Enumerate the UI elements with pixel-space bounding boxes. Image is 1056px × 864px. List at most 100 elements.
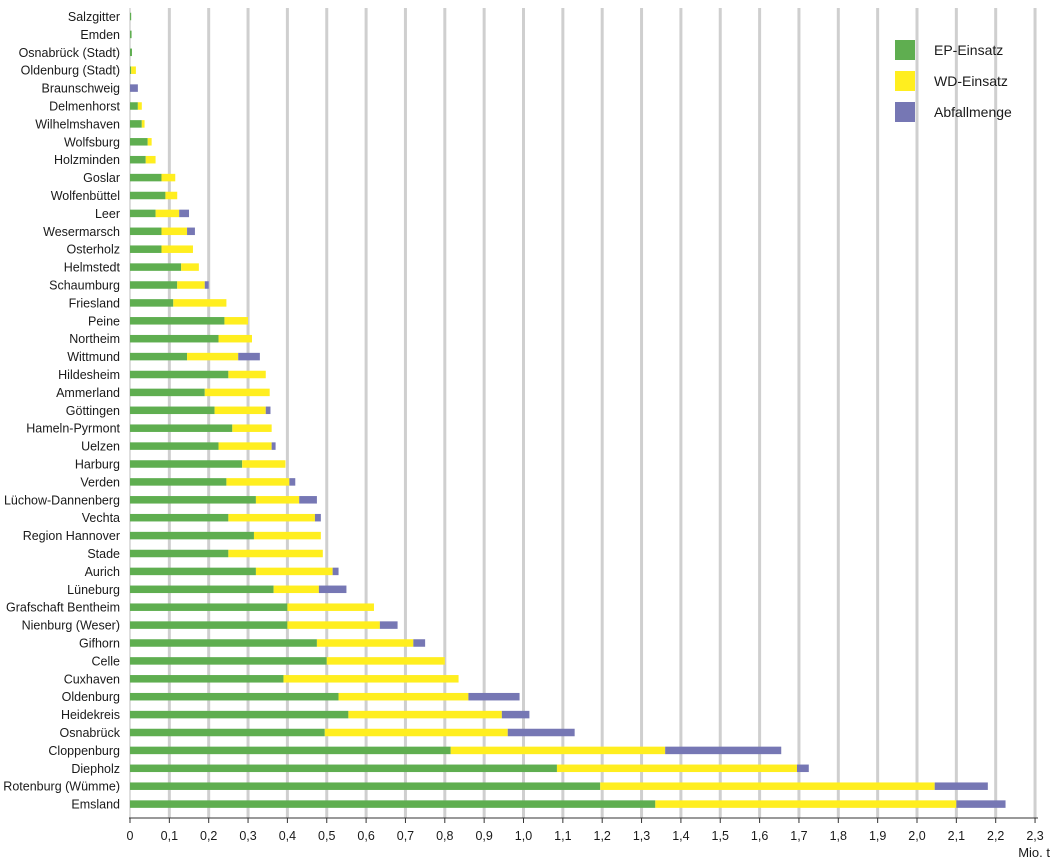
bar-segment	[130, 173, 162, 182]
category-label: Lüneburg	[67, 583, 120, 597]
bar-segment	[130, 800, 656, 808]
category-label: Schaumburg	[49, 279, 120, 293]
category-label: Osnabrück (Stadt)	[19, 46, 120, 60]
bar-segment	[130, 30, 132, 39]
bar-segment	[265, 406, 271, 415]
category-label: Northeim	[69, 332, 120, 346]
x-tick-label: 0	[127, 829, 134, 843]
x-tick-label: 1,8	[830, 829, 847, 843]
x-tick-label: 0,6	[357, 829, 374, 843]
x-tick-label: 0,1	[161, 829, 178, 843]
bar-segment	[934, 782, 988, 790]
x-tick-label: 1,2	[594, 829, 611, 843]
category-label: Osterholz	[67, 243, 121, 257]
bar-segment	[289, 478, 296, 486]
bar-segment	[130, 585, 274, 594]
bar-segment	[324, 728, 508, 737]
category-label: Uelzen	[81, 440, 120, 454]
x-tick-label: 1,7	[790, 829, 807, 843]
category-label: Lüchow-Dannenberg	[4, 493, 120, 507]
category-label: Göttingen	[66, 404, 120, 418]
bar-segment	[130, 48, 132, 57]
bar-segment	[187, 227, 195, 236]
gridlines	[129, 8, 1037, 818]
bar-segment	[226, 478, 290, 486]
x-tick-label: 1,9	[869, 829, 886, 843]
x-tick-label: 0,9	[475, 829, 492, 843]
bar-segment	[218, 334, 252, 343]
bar-segment	[232, 424, 272, 432]
category-label: Cuxhaven	[64, 672, 120, 686]
category-label: Friesland	[69, 296, 120, 310]
x-tick-label: 0,8	[436, 829, 453, 843]
bar-segment	[242, 460, 286, 468]
bar-segment	[130, 227, 162, 236]
bar-segment	[228, 513, 315, 522]
bar-segment	[287, 603, 374, 611]
category-label: Grafschaft Bentheim	[6, 601, 120, 615]
bar-segment	[161, 173, 176, 182]
bar-segment	[665, 746, 782, 755]
bar-segment	[413, 639, 426, 647]
category-label: Oldenburg (Stadt)	[21, 64, 120, 78]
bar-segment	[130, 84, 138, 92]
category-label: Gifhorn	[79, 637, 120, 651]
bar-segment	[332, 567, 339, 576]
x-tick-label: 1,3	[633, 829, 650, 843]
category-label: Wolfenbüttel	[51, 189, 120, 203]
bar-segment	[131, 66, 136, 74]
x-tick-label: 0,3	[239, 829, 256, 843]
bar-segment	[130, 245, 162, 253]
category-label: Diepholz	[71, 762, 120, 776]
bar-segment	[224, 317, 249, 325]
bar-segment	[271, 442, 276, 450]
x-tick-label: 1,4	[672, 829, 689, 843]
bar-segment	[299, 496, 317, 504]
bars	[130, 12, 1006, 808]
bar-segment	[255, 496, 300, 504]
bar-segment	[130, 531, 254, 540]
bar-segment	[314, 513, 321, 522]
bar-segment	[130, 66, 132, 74]
legend-swatch	[895, 102, 915, 122]
bar-segment	[130, 764, 557, 773]
bar-segment	[273, 585, 319, 594]
bar-segment	[130, 155, 146, 164]
category-label: Hameln-Pyrmont	[26, 422, 120, 436]
bar-segment	[130, 299, 174, 307]
category-label: Leer	[95, 207, 120, 221]
bar-segment	[130, 317, 225, 325]
bar-segment	[130, 370, 229, 379]
bar-segment	[238, 352, 260, 361]
bar-segment	[130, 388, 205, 397]
bar-segment	[130, 657, 327, 665]
bar-segment	[204, 388, 270, 397]
bar-segment	[130, 513, 229, 522]
bar-segment	[147, 138, 152, 146]
legend-label: EP-Einsatz	[934, 42, 1003, 58]
category-label: Emsland	[71, 798, 120, 812]
bar-segment	[130, 675, 284, 683]
bar-segment	[130, 209, 156, 218]
x-tick-label: 0,2	[200, 829, 217, 843]
bar-segment	[130, 352, 188, 361]
bar-segment	[173, 299, 227, 307]
bar-segment	[161, 227, 188, 236]
category-label: Vechta	[82, 511, 120, 525]
bar-segment	[130, 639, 317, 647]
category-label: Osnabrück	[60, 726, 121, 740]
category-label: Oldenburg	[62, 690, 120, 704]
x-tick-label: 0,5	[318, 829, 335, 843]
x-tick-label: 2,2	[987, 829, 1004, 843]
legend-label: Abfallmenge	[934, 104, 1012, 120]
category-label: Nienburg (Weser)	[22, 619, 120, 633]
bar-segment	[501, 710, 530, 719]
bar-segment	[165, 191, 178, 200]
x-tick-label: 1,1	[554, 829, 571, 843]
bar-segment	[130, 120, 142, 128]
bar-segment	[155, 209, 180, 218]
category-labels: Salzgitter Emden Osnabrück (Stadt) Oldenbur…	[3, 10, 120, 812]
bar-segment	[450, 746, 666, 755]
bar-segment	[130, 442, 219, 450]
